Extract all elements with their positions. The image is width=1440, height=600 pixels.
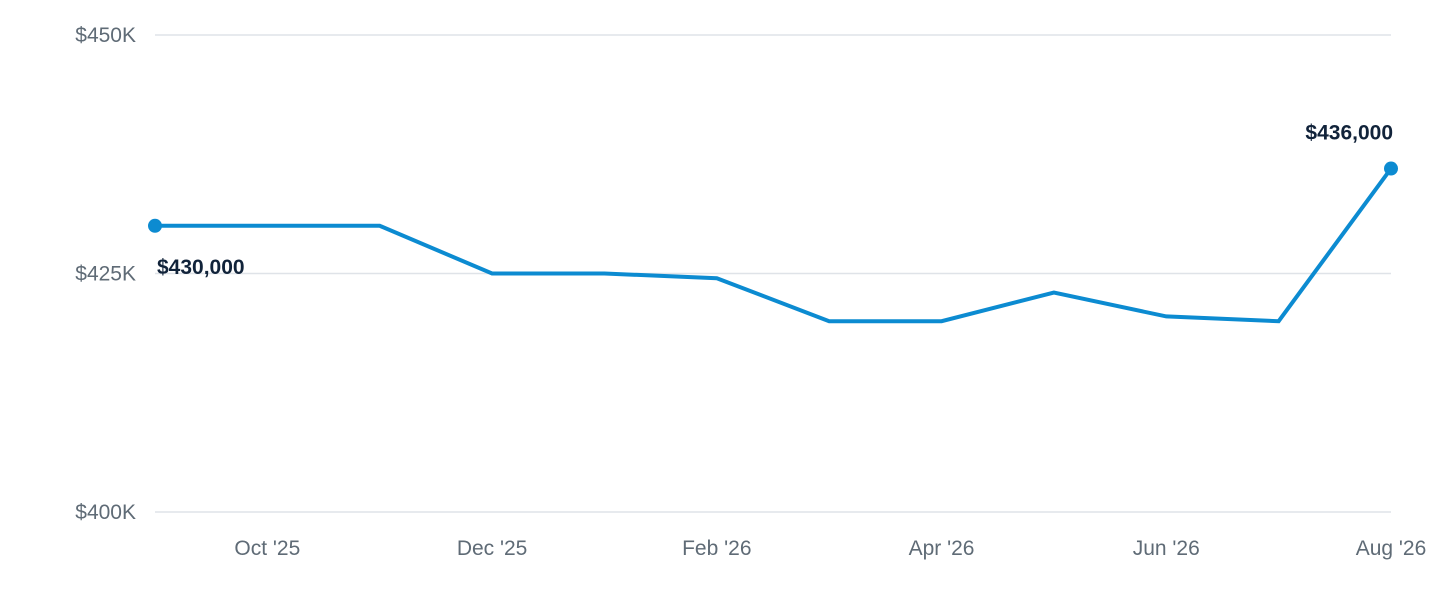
x-axis: Oct '25 Dec '25 Feb '26 Apr '26 Jun '26 Aug '… — [234, 537, 1426, 560]
x-tick-label: Aug '26 — [1356, 537, 1427, 560]
x-tick-label: Jun '26 — [1133, 537, 1200, 560]
x-tick-label: Dec '25 — [457, 537, 528, 560]
series-line-group — [155, 167, 1393, 324]
data-label: $430,000 — [157, 256, 245, 279]
data-label: $436,000 — [1305, 122, 1393, 145]
grid-lines — [155, 34, 1391, 513]
y-tick-label: $400K — [75, 501, 136, 524]
x-tick-label: Oct '25 — [234, 537, 300, 560]
y-tick-label: $425K — [75, 263, 136, 286]
data-point-marker — [148, 218, 162, 233]
data-points — [148, 161, 1398, 233]
data-labels: $430,000 $436,000 — [157, 122, 1393, 279]
x-tick-label: Apr '26 — [909, 537, 975, 560]
x-tick-label: Feb '26 — [682, 537, 751, 560]
y-axis: $400K $425K $450K — [75, 24, 136, 524]
series-line — [155, 167, 1393, 324]
y-tick-label: $450K — [75, 24, 136, 47]
data-point-marker — [1384, 161, 1398, 176]
